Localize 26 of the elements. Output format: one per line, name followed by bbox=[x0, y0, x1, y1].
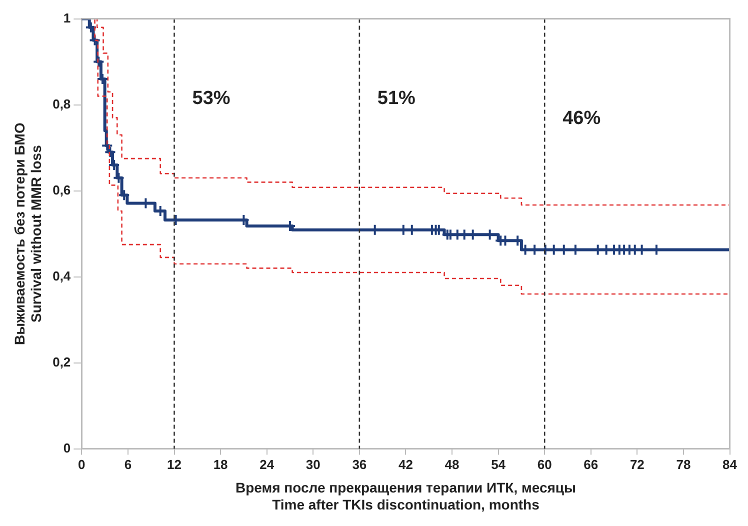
annotation: 51% bbox=[377, 88, 416, 110]
x-tick-label: 30 bbox=[306, 457, 320, 472]
x-tick-label: 18 bbox=[213, 457, 228, 472]
x-tick-label: 0 bbox=[78, 457, 86, 472]
x-tick-label: 60 bbox=[537, 457, 552, 472]
x-tick-label: 42 bbox=[398, 457, 413, 472]
annotation: 53% bbox=[192, 88, 230, 110]
x-tick-label: 84 bbox=[722, 457, 738, 472]
x-tick-label: 66 bbox=[584, 457, 598, 472]
annotation: 46% bbox=[562, 108, 601, 130]
x-tick-label: 54 bbox=[491, 457, 506, 472]
x-tick-label: 24 bbox=[260, 457, 275, 472]
x-tick-label: 36 bbox=[352, 457, 367, 472]
x-tick-label: 48 bbox=[444, 457, 460, 472]
x-axis-title: Время после прекращения терапии ИТК, месяцы Time after TKIs discontinuation, months bbox=[235, 480, 576, 512]
x-tick-label: 78 bbox=[676, 457, 691, 472]
y-tick-label: 1 bbox=[63, 10, 71, 26]
y-tick-label: 0,2 bbox=[52, 354, 71, 370]
y-axis-title: Выживаемость без потери БМО Survival without MMR loss bbox=[11, 122, 44, 345]
y-tick-label: 0,4 bbox=[52, 268, 72, 284]
x-tick-label: 12 bbox=[167, 457, 182, 472]
x-tick-label: 72 bbox=[630, 457, 644, 472]
y-tick-label: 0,6 bbox=[52, 182, 71, 198]
y-tick-label: 0,8 bbox=[52, 96, 71, 112]
y-tick-label: 0 bbox=[63, 440, 71, 456]
x-tick-label: 6 bbox=[124, 457, 132, 472]
